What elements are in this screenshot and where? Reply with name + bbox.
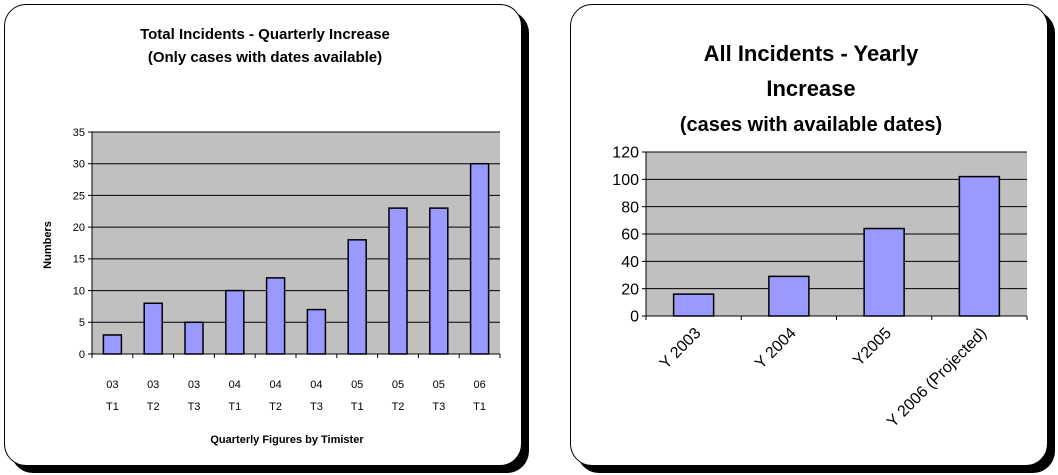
bar <box>347 239 367 355</box>
y-tick-label: 80 <box>621 199 639 216</box>
bar <box>265 277 286 355</box>
bar <box>429 207 449 355</box>
x-tick-label: Y 2003 <box>657 325 705 373</box>
bar <box>672 293 715 317</box>
bar <box>184 321 204 355</box>
x-tick-label: T1 <box>351 401 364 413</box>
y-tick-label: 15 <box>73 254 85 266</box>
x-tick-label: T2 <box>269 401 282 413</box>
x-tick-label: T3 <box>432 401 445 413</box>
x-tick-label: T2 <box>392 401 405 413</box>
bar <box>863 227 905 317</box>
x-tick-label: Y 2004 <box>752 325 800 373</box>
chart-title-line-2: (Only cases with dates available) <box>148 49 382 66</box>
chart-title-line-2: Increase <box>766 76 855 101</box>
y-tick-label: 30 <box>73 159 85 171</box>
x-tick-label: T1 <box>473 401 486 413</box>
y-tick-label: 40 <box>621 254 639 271</box>
y-tick-labels: 0 20 40 60 80 100 120 <box>612 145 639 326</box>
x-axis-label: Quarterly Figures by Timister <box>210 434 364 446</box>
bar <box>102 334 123 355</box>
chart-title-line-1: Total Incidents - Quarterly Increase <box>140 26 390 43</box>
bar <box>469 162 490 355</box>
x-tick-label: T1 <box>106 401 119 413</box>
bar <box>306 308 327 355</box>
x-tick-label: T3 <box>188 401 201 413</box>
x-tick-label: T1 <box>228 401 241 413</box>
bar <box>143 302 163 355</box>
quarterly-chart-svg: Total Incidents - Quarterly Increase (On… <box>42 26 501 446</box>
axes <box>88 131 501 358</box>
y-axis-label: Numbers <box>42 221 54 269</box>
x-tick-label: 04 <box>310 379 322 391</box>
y-tick-label: 120 <box>612 145 639 162</box>
x-tick-label: 04 <box>269 379 281 391</box>
yearly-chart-panel: All Incidents - Yearly Increase (cases w… <box>570 4 1048 466</box>
y-tick-label: 100 <box>612 172 639 189</box>
x-tick-label: 03 <box>106 379 118 391</box>
bar <box>225 289 245 355</box>
y-tick-label: 60 <box>621 227 639 244</box>
y-tick-label: 25 <box>73 190 85 202</box>
y-tick-labels: 0 5 10 15 20 25 30 35 <box>73 127 85 361</box>
x-tick-label: 03 <box>188 379 200 391</box>
y-tick-label: 10 <box>73 285 85 297</box>
yearly-chart-svg: All Incidents - Yearly Increase (cases w… <box>612 41 1028 431</box>
x-tick-label: Y 2006 (Projected) <box>884 325 990 431</box>
x-tick-label: T2 <box>147 401 160 413</box>
x-tick-label: 03 <box>147 379 159 391</box>
quarterly-chart-panel: Total Incidents - Quarterly Increase (On… <box>4 4 522 466</box>
bar <box>388 207 408 355</box>
y-tick-label: 0 <box>630 309 639 326</box>
x-tick-label: T3 <box>310 401 323 413</box>
x-tick-label: 06 <box>473 379 485 391</box>
bar <box>958 175 1001 317</box>
y-tick-label: 35 <box>73 127 85 139</box>
x-tick-label: Y2005 <box>850 325 895 370</box>
chart-title-line-1: All Incidents - Yearly <box>704 41 920 66</box>
y-tick-label: 20 <box>621 281 639 298</box>
x-tick-labels: 03 T1 03 T2 03 T3 04 T1 04 T2 04 T3 05 T1 05 T2 05 T3 06 T1 <box>106 379 486 413</box>
x-tick-label: 05 <box>433 379 445 391</box>
y-tick-label: 20 <box>73 222 85 234</box>
y-tick-label: 5 <box>79 317 85 329</box>
axes <box>642 151 1028 320</box>
y-tick-label: 0 <box>79 349 85 361</box>
bar <box>768 275 810 317</box>
x-tick-label: 05 <box>351 379 363 391</box>
x-tick-label: 05 <box>392 379 404 391</box>
x-tick-label: 04 <box>229 379 241 391</box>
chart-title-line-3: (cases with available dates) <box>680 114 942 136</box>
